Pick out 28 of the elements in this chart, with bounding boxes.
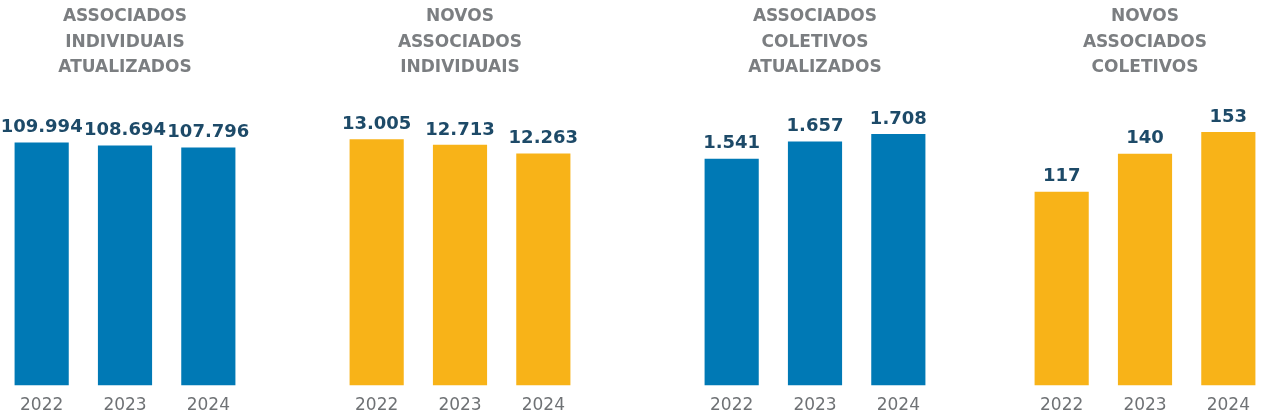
data-label: 140 bbox=[1126, 126, 1164, 148]
x-tick-label: 2023 bbox=[793, 394, 837, 415]
x-tick-label: 2022 bbox=[20, 394, 64, 415]
data-label: 1.657 bbox=[786, 114, 844, 136]
data-label: 13.005 bbox=[341, 112, 412, 134]
x-tick-label: 2024 bbox=[1206, 394, 1250, 415]
x-tick-label: 2024 bbox=[876, 394, 920, 415]
data-label: 109.994 bbox=[0, 115, 83, 137]
data-label: 107.796 bbox=[167, 120, 250, 142]
x-tick-label: 2024 bbox=[186, 394, 230, 415]
chart-title: ASSOCIADOS INDIVIDUAIS ATUALIZADOS bbox=[58, 5, 192, 77]
x-tick-label: 2024 bbox=[521, 394, 565, 415]
data-label: 1.708 bbox=[869, 106, 927, 128]
x-tick-label: 2022 bbox=[1040, 394, 1084, 415]
x-tick-label: 2023 bbox=[103, 394, 147, 415]
data-label: 153 bbox=[1209, 104, 1248, 126]
x-tick-label: 2023 bbox=[1123, 394, 1167, 415]
data-label: 12.263 bbox=[508, 126, 579, 148]
chart-title: NOVOS ASSOCIADOS COLETIVOS bbox=[1082, 5, 1208, 77]
chart-title: ASSOCIADOS COLETIVOS ATUALIZADOS bbox=[748, 5, 882, 77]
x-tick-label: 2022 bbox=[710, 394, 754, 415]
data-label: 117 bbox=[1042, 164, 1081, 186]
data-label: 12.713 bbox=[425, 117, 495, 139]
data-label: 1.541 bbox=[703, 131, 761, 153]
x-tick-label: 2022 bbox=[355, 394, 399, 415]
chart-title: NOVOS ASSOCIADOS INDIVIDUAIS bbox=[397, 5, 523, 77]
data-label: 108.694 bbox=[84, 118, 166, 140]
x-tick-label: 2023 bbox=[438, 394, 482, 415]
